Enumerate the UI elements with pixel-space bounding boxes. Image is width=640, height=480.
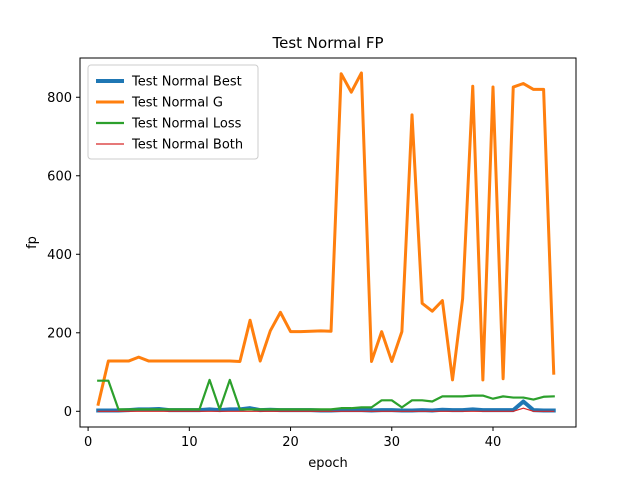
x-tick-label: 20 [282, 435, 299, 450]
legend-label-2: Test Normal G [131, 96, 223, 111]
legend-box [87, 64, 259, 160]
series-line-4 [97, 407, 555, 412]
x-tick-label: 0 [84, 435, 92, 450]
legend-label-4: Test Normal Both [131, 138, 243, 153]
legend-label-3: Test Normal Loss [131, 117, 242, 132]
chart-title: Test Normal FP [271, 34, 383, 52]
x-tick-label: 10 [181, 435, 198, 450]
y-tick-label: 400 [47, 248, 72, 263]
legend: Test Normal Best Test Normal G Test Normal… [87, 64, 259, 160]
y-tick-label: 600 [47, 169, 72, 184]
series-line-2 [96, 71, 556, 407]
plot-frame [79, 57, 577, 428]
x-tick-label: 30 [383, 435, 400, 450]
y-tick-label: 0 [64, 405, 72, 420]
x-axis-label: epoch [308, 456, 348, 471]
legend-label-1: Test Normal Best [131, 75, 242, 90]
plot-lines [96, 71, 556, 413]
y-tick-label: 800 [47, 91, 72, 106]
y-tick-label: 200 [47, 326, 72, 341]
x-tick-label: 40 [485, 435, 502, 450]
series-line-3 [97, 378, 555, 411]
y-axis-label: fp [25, 236, 40, 249]
